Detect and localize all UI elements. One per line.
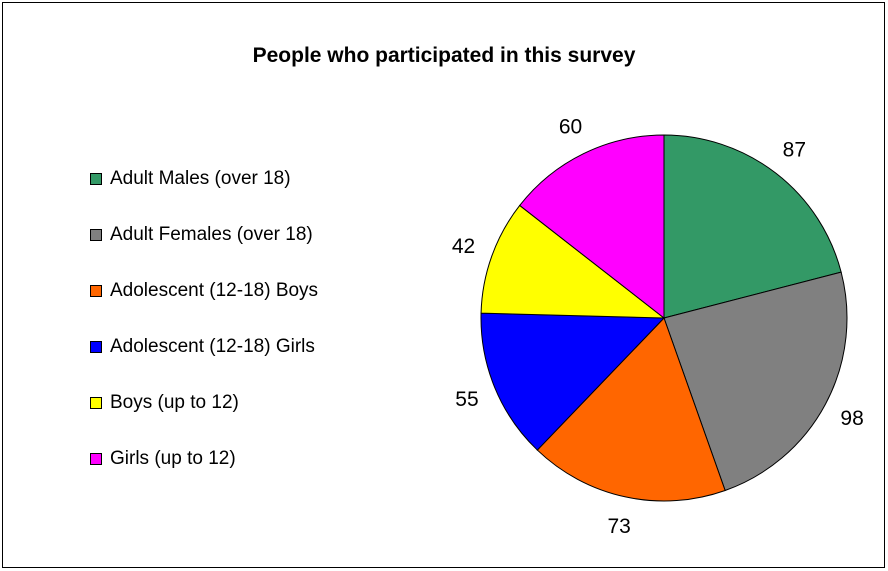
legend-item-girls: Girls (up to 12) bbox=[90, 448, 236, 470]
pie-slice-adolescent-12-18-boys bbox=[536, 317, 726, 502]
pie-labels: 87 98 73 55 42 60 bbox=[452, 116, 864, 539]
legend-item-adolescent-girls: Adolescent (12-18) Girls bbox=[90, 336, 315, 358]
data-label-adolescent-12-18-girls: 55 bbox=[455, 388, 478, 411]
pie-slice-adolescent-12-18-girls bbox=[480, 312, 666, 451]
legend-swatch bbox=[90, 173, 102, 185]
legend-item-adolescent-boys: Adolescent (12-18) Boys bbox=[90, 280, 318, 302]
pie-slice-adult-females-over-18 bbox=[663, 271, 848, 492]
pie-slice-adult-males-over-18 bbox=[663, 134, 842, 319]
legend-label: Boys (up to 12) bbox=[110, 392, 239, 413]
data-label-adult-males-over-18: 87 bbox=[783, 139, 806, 162]
legend-swatch bbox=[90, 341, 102, 353]
legend-swatch bbox=[90, 229, 102, 241]
data-label-girls-up-to-12: 60 bbox=[559, 116, 582, 139]
chart-title: People who participated in this survey bbox=[252, 44, 636, 67]
data-label-adolescent-12-18-boys: 73 bbox=[608, 515, 631, 538]
legend-label: Adolescent (12-18) Boys bbox=[110, 280, 319, 301]
pie-slices bbox=[480, 134, 848, 502]
legend-label: Adult Females (over 18) bbox=[110, 224, 313, 245]
data-label-boys-up-to-12: 42 bbox=[452, 235, 475, 258]
pie-slice-girls-up-to-12 bbox=[518, 134, 665, 320]
legend-label: Adult Males (over 18) bbox=[110, 168, 291, 189]
data-label-adult-females-over-18: 98 bbox=[840, 407, 863, 430]
legend-item-boys: Boys (up to 12) bbox=[90, 392, 239, 414]
pie-slice-boys-up-to-12 bbox=[480, 204, 666, 319]
legend-swatch bbox=[90, 453, 102, 465]
legend-item-adult-males: Adult Males (over 18) bbox=[90, 168, 291, 190]
legend-label: Adolescent (12-18) Girls bbox=[110, 336, 315, 357]
legend-swatch bbox=[90, 397, 102, 409]
legend-item-adult-females: Adult Females (over 18) bbox=[90, 224, 313, 246]
legend-label: Girls (up to 12) bbox=[110, 448, 236, 469]
legend-swatch bbox=[90, 285, 102, 297]
